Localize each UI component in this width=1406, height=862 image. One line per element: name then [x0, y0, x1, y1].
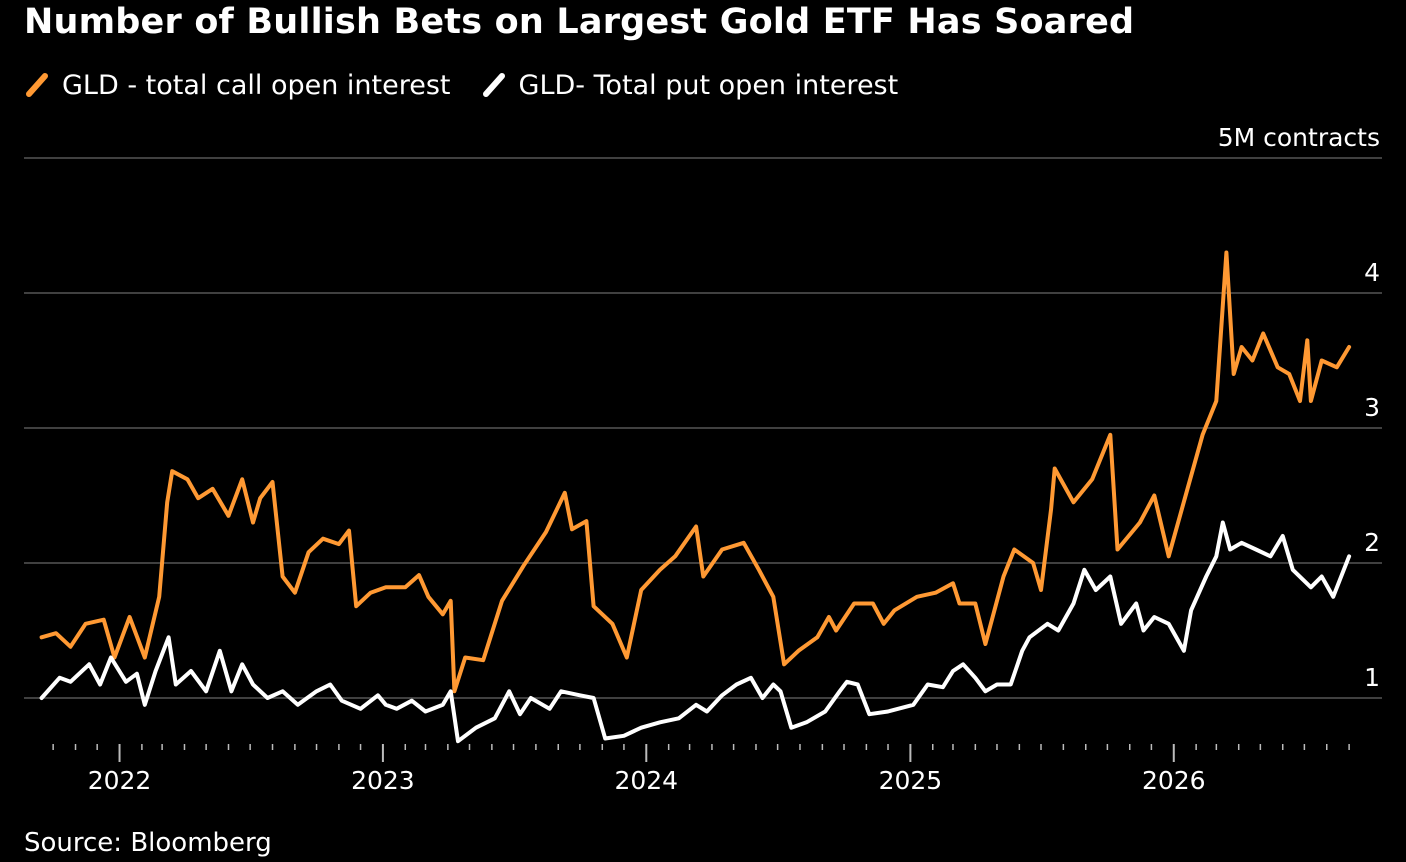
y-tick-label: 2: [1364, 528, 1380, 557]
x-tick-label: 2023: [351, 766, 415, 795]
series-line: [39, 250, 1352, 694]
y-tick-label: 3: [1364, 393, 1380, 422]
x-axis: 2022 2023 2024 2025 2026: [52, 744, 1350, 795]
call-legend-icon: [26, 73, 48, 97]
y-tick-label: 4: [1364, 258, 1380, 287]
x-tick-label: 2026: [1142, 766, 1206, 795]
legend: GLD - total call open interest GLD- Tota…: [24, 68, 928, 102]
legend-label-put: GLD- Total put open interest: [518, 69, 899, 101]
y-axis-labels: 1 2 3 4 5M contracts: [1218, 123, 1380, 692]
x-tick-label: 2022: [88, 766, 152, 795]
y-tick-label: 5M contracts: [1218, 123, 1380, 152]
legend-item-call: GLD - total call open interest: [24, 70, 451, 101]
series-lines: [39, 250, 1352, 744]
grid: [24, 157, 1382, 699]
chart-title: Number of Bullish Bets on Largest Gold E…: [24, 2, 1135, 42]
series-line: [39, 520, 1352, 744]
source-note: Source: Bloomberg: [24, 828, 272, 858]
y-tick-label: 1: [1364, 663, 1380, 692]
legend-item-put: GLD- Total put open interest: [481, 69, 899, 101]
put-legend-icon: [482, 73, 505, 97]
x-tick-label: 2024: [614, 766, 678, 795]
x-tick-label: 2025: [879, 766, 943, 795]
legend-label-call: GLD - total call open interest: [62, 69, 451, 101]
